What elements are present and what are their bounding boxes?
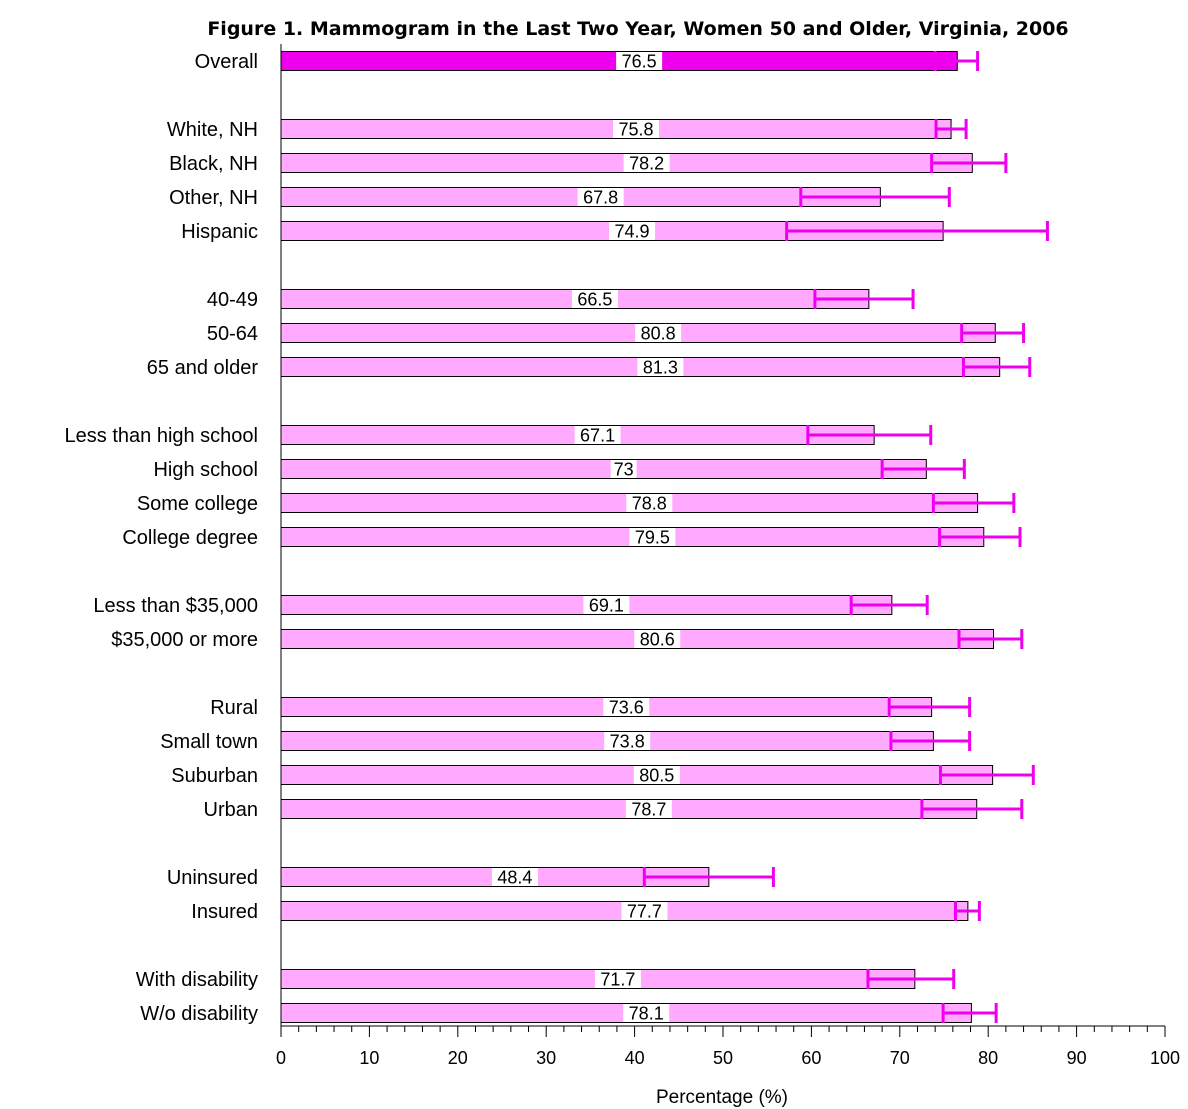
category-label: Less than high school: [65, 425, 258, 447]
value-label: 76.5: [622, 52, 657, 72]
category-label: Some college: [137, 493, 258, 515]
x-tick-label: 70: [890, 1048, 910, 1068]
bar-row-with-disability: With disability 71.7: [136, 969, 954, 991]
x-tick-label: 80: [978, 1048, 998, 1068]
value-label: 78.1: [629, 1004, 664, 1024]
category-label: College degree: [122, 527, 258, 549]
bar-row-uninsured: Uninsured 48.4: [167, 867, 774, 889]
category-label: W/o disability: [140, 1003, 258, 1025]
value-label: 74.9: [615, 222, 650, 242]
value-label: 77.7: [627, 902, 662, 922]
value-label: 66.5: [577, 290, 612, 310]
bar-row-rural: Rural 73.6: [210, 697, 969, 719]
category-label: Urban: [204, 799, 258, 821]
bar-row-white-nh: White, NH 75.8: [167, 119, 966, 141]
category-label: Suburban: [171, 765, 258, 787]
bar-row-some-college: Some college 78.8: [137, 493, 1014, 515]
bar-row-urban: Urban 78.7: [204, 799, 1022, 821]
bar-high-school: [281, 460, 926, 479]
x-tick-label: 0: [276, 1048, 286, 1068]
chart-title: Figure 1. Mammogram in the Last Two Year…: [207, 18, 1068, 40]
value-label: 71.7: [600, 970, 635, 990]
category-label: Overall: [195, 51, 258, 73]
plot-area: Overall 76.5 White, NH 75.8 Black, NH 78.2 Oth…: [65, 44, 1048, 1026]
category-label: Insured: [191, 901, 258, 923]
bar-row-65-and-older: 65 and older 81.3: [147, 357, 1030, 379]
category-label: 50-64: [207, 323, 258, 345]
category-label: 65 and older: [147, 357, 259, 379]
bar-row-35-000-or-more: $35,000 or more 80.6: [111, 629, 1022, 651]
bar-row-insured: Insured 77.7: [191, 901, 979, 923]
category-label: Rural: [210, 697, 258, 719]
category-label: Uninsured: [167, 867, 258, 889]
x-axis: 0 10 20 30 40 50 60 70 80 90 100: [276, 1026, 1180, 1068]
value-label: 48.4: [497, 868, 532, 888]
value-label: 73.6: [609, 698, 644, 718]
bar-row-college-degree: College degree 79.5: [122, 527, 1020, 549]
value-label: 78.7: [631, 800, 666, 820]
x-axis-label: Percentage (%): [656, 1087, 788, 1108]
bar-row-w-o-disability: W/o disability 78.1: [140, 1003, 996, 1025]
x-tick-label: 60: [801, 1048, 821, 1068]
x-tick-label: 40: [625, 1048, 645, 1068]
x-tick-label: 30: [536, 1048, 556, 1068]
category-label: Black, NH: [169, 153, 258, 175]
category-label: With disability: [136, 969, 258, 991]
x-tick-label: 100: [1150, 1048, 1180, 1068]
bar-row-black-nh: Black, NH 78.2: [169, 153, 1006, 175]
value-label: 78.2: [629, 154, 664, 174]
value-label: 69.1: [589, 596, 624, 616]
value-label: 80.8: [641, 324, 676, 344]
category-label: $35,000 or more: [111, 629, 258, 651]
category-label: High school: [153, 459, 258, 481]
value-label: 73.8: [610, 732, 645, 752]
value-label: 80.5: [639, 766, 674, 786]
bar-row-less-than-high-school: Less than high school 67.1: [65, 425, 931, 447]
category-label: White, NH: [167, 119, 258, 141]
bar-row-overall: Overall 76.5: [195, 51, 978, 73]
bar-row-suburban: Suburban 80.5: [171, 765, 1033, 787]
x-tick-label: 10: [359, 1048, 379, 1068]
category-label: Other, NH: [169, 187, 258, 209]
x-tick-label: 20: [448, 1048, 468, 1068]
bar-row-40-49: 40-49 66.5: [207, 289, 913, 311]
value-label: 73: [614, 460, 634, 480]
value-label: 75.8: [619, 120, 654, 140]
category-label: Small town: [160, 731, 258, 753]
x-tick-label: 90: [1067, 1048, 1087, 1068]
category-label: Less than $35,000: [93, 595, 258, 617]
bar-row-less-than-35-000: Less than $35,000 69.1: [93, 595, 927, 617]
bar-row-high-school: High school 73: [153, 459, 964, 481]
bar-row-small-town: Small town 73.8: [160, 731, 969, 753]
bar-row-hispanic: Hispanic 74.9: [181, 221, 1047, 243]
bar-row-50-64: 50-64 80.8: [207, 323, 1024, 345]
category-label: 40-49: [207, 289, 258, 311]
value-label: 80.6: [640, 630, 675, 650]
value-label: 78.8: [632, 494, 667, 514]
category-label: Hispanic: [181, 221, 258, 243]
bar-row-other-nh: Other, NH 67.8: [169, 187, 949, 209]
value-label: 67.8: [583, 188, 618, 208]
value-label: 79.5: [635, 528, 670, 548]
x-tick-label: 50: [713, 1048, 733, 1068]
value-label: 67.1: [580, 426, 615, 446]
value-label: 81.3: [643, 358, 678, 378]
